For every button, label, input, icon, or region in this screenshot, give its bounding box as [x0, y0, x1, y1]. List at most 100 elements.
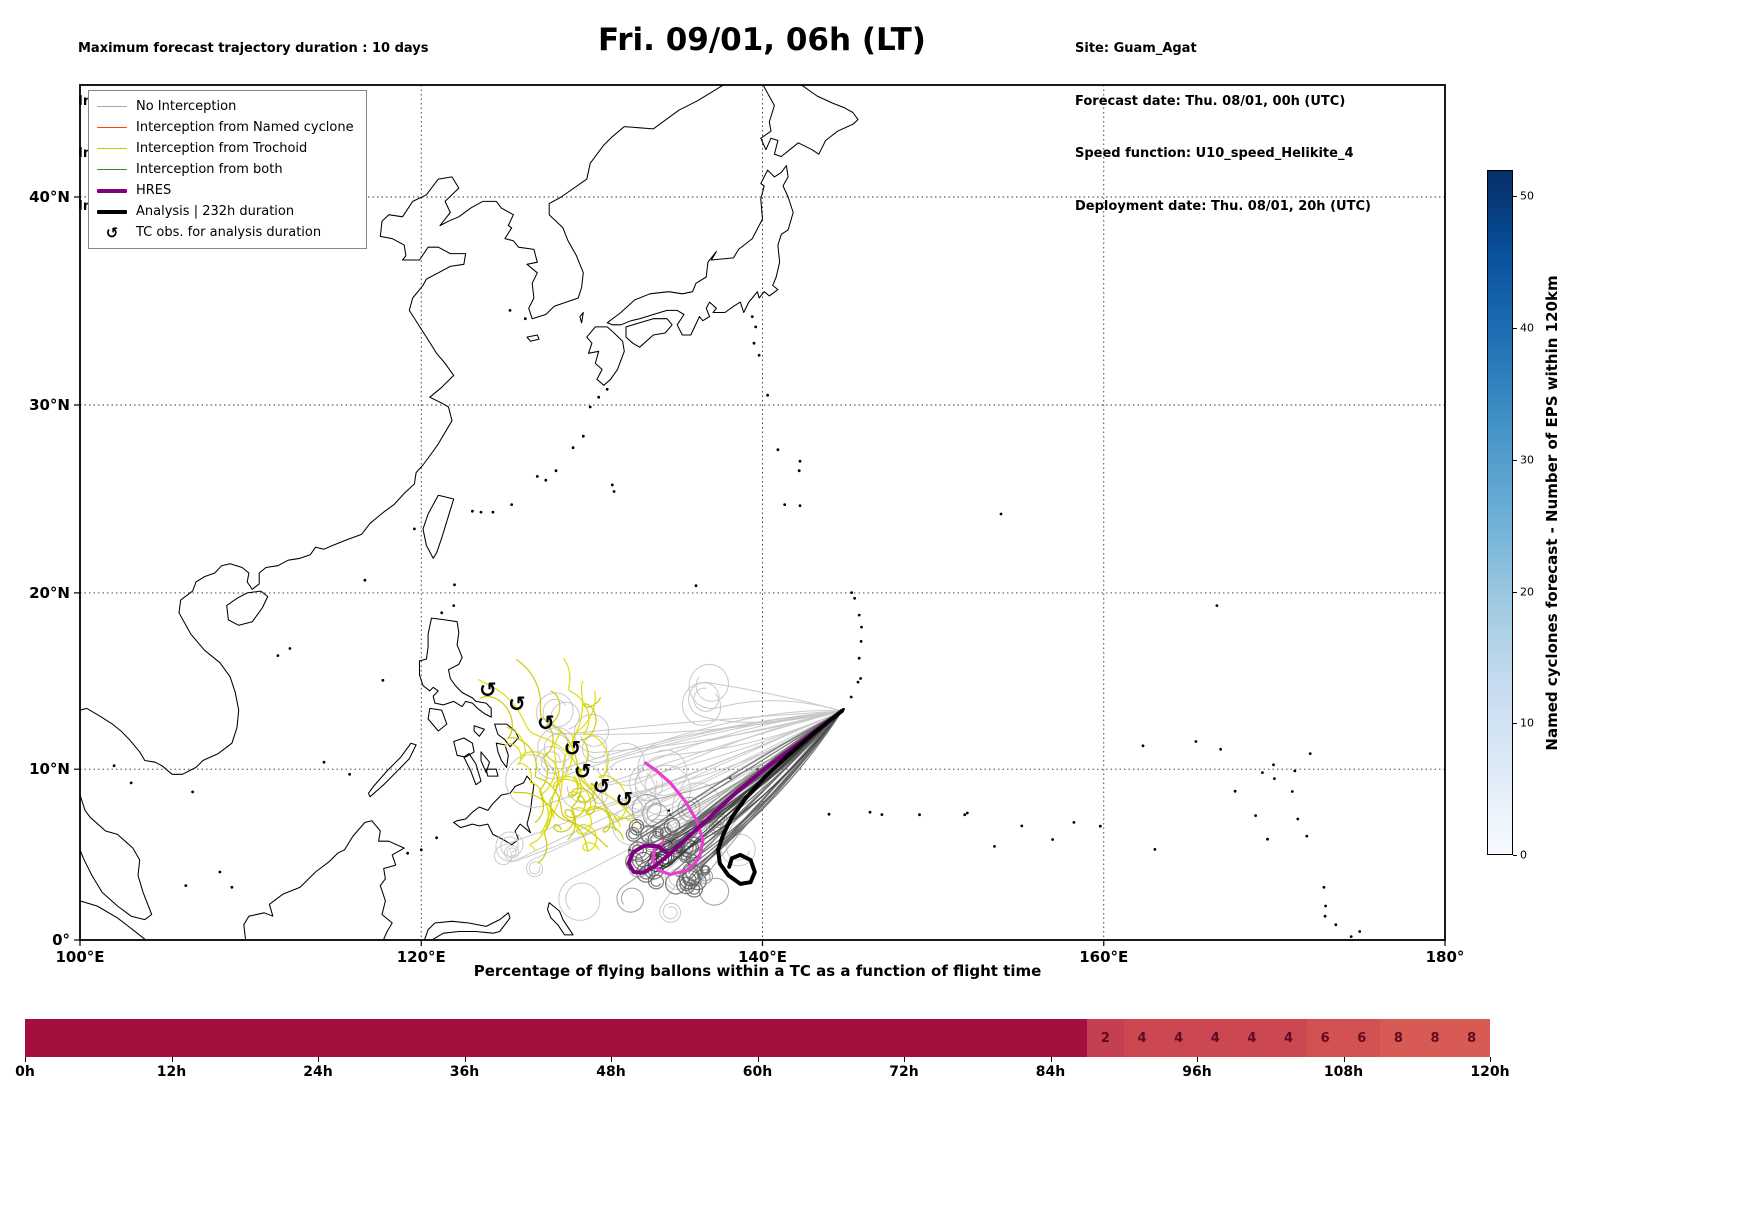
tc-symbol-icon: ↺ — [105, 223, 119, 242]
tc-bar-segment-value: 8 — [1430, 1030, 1440, 1046]
tc-obs-symbol: ↺ — [592, 774, 610, 798]
coastline — [463, 753, 482, 786]
trochoid-trajectory — [515, 659, 617, 831]
colorbar-tick-label: 0 — [1520, 848, 1527, 862]
island-dot — [857, 613, 861, 617]
bar-axis-tick-mark — [757, 1057, 759, 1062]
tc-bar-segment-value: 6 — [1320, 1030, 1330, 1046]
eps-trajectory — [537, 710, 843, 770]
island-dot — [918, 813, 921, 817]
config-line: Maximum forecast trajectory duration : 1… — [78, 41, 429, 56]
island-dot — [963, 813, 967, 817]
island-dot — [554, 469, 558, 473]
legend-line-swatch — [97, 105, 127, 108]
bar-axis-tick-mark — [1490, 1057, 1491, 1062]
island-dot — [440, 611, 444, 615]
tc-bar-segment-value: 2 — [1100, 1030, 1110, 1046]
island-dot — [857, 656, 861, 660]
legend-item: ↺ TC obs. for analysis duration — [97, 222, 354, 243]
bar-axis-tick-label: 84h — [1035, 1064, 1066, 1080]
tc-bar-segment-value: 4 — [1137, 1030, 1147, 1046]
island-dot — [1098, 824, 1102, 828]
island-dot — [1266, 837, 1269, 841]
island-dot — [381, 678, 385, 682]
trochoid-trajectory — [479, 695, 589, 852]
tc-bar-segment: 8 — [1380, 1019, 1417, 1057]
colorbar-tick-label: 10 — [1520, 716, 1534, 730]
eps-trajectory — [659, 710, 843, 923]
coastline — [243, 820, 405, 940]
legend-item: Interception from Named cyclone — [97, 117, 354, 138]
trochoid-trajectory — [534, 690, 561, 823]
coastline — [80, 85, 725, 775]
site-info-line: Speed function: U10_speed_Helikite_4 — [1075, 146, 1354, 161]
coastline — [424, 912, 511, 940]
legend-label: TC obs. for analysis duration — [136, 225, 322, 240]
bar-axis-tick-label: 60h — [742, 1064, 773, 1080]
legend-item: Interception from both — [97, 159, 354, 180]
island-dot — [1290, 790, 1294, 793]
legend-label: Interception from Trochoid — [136, 141, 308, 156]
tc-bar-segment: 8 — [1453, 1019, 1490, 1057]
site-info-block: Site: Guam_Agat Forecast date: Thu. 08/0… — [1075, 5, 1371, 250]
legend-line-swatch — [97, 188, 127, 193]
eps-trajectory — [526, 710, 843, 878]
island-dot — [610, 483, 614, 487]
tc-bar-segment: 6 — [1306, 1019, 1344, 1057]
island-dot — [348, 772, 351, 776]
island-dot — [1296, 817, 1300, 821]
site-info-line: Deployment date: Thu. 08/01, 20h (UTC) — [1075, 198, 1371, 214]
lat-tick-label: 20°N — [29, 583, 70, 602]
coastline — [80, 794, 153, 921]
coastline — [427, 707, 448, 732]
bar-axis-tick-label: 48h — [596, 1064, 626, 1080]
bar-axis-tick-label: 72h — [889, 1064, 919, 1080]
eps-trajectory — [605, 710, 843, 786]
colorbar-tick-mark — [1513, 591, 1517, 593]
lat-tick-label: 0° — [52, 931, 70, 949]
island-dot — [694, 584, 698, 588]
coastline — [606, 165, 794, 336]
eps-trajectory — [684, 710, 843, 898]
bar-axis-tick-label: 36h — [449, 1064, 480, 1080]
island-dot — [230, 885, 234, 889]
island-dot — [1219, 747, 1222, 751]
island-dot — [1254, 814, 1257, 817]
island-dot — [1324, 904, 1327, 908]
eps-trajectory — [664, 710, 843, 895]
lon-tick-label: 160°E — [1079, 948, 1129, 966]
colorbar-tick-mark — [1513, 855, 1517, 856]
bar-axis-tick-mark — [904, 1057, 905, 1062]
legend-line-swatch — [97, 168, 127, 171]
island-dot — [597, 395, 601, 399]
coastline — [422, 494, 455, 559]
island-dot — [1323, 914, 1327, 918]
legend-item: Interception from Trochoid — [97, 138, 354, 159]
island-dot — [798, 504, 802, 507]
island-dot — [479, 510, 483, 514]
legend-line-swatch — [97, 126, 127, 129]
island-dot — [535, 475, 539, 478]
tc-obs-symbol: ↺ — [479, 678, 497, 702]
tc-bar-segment: 4 — [1123, 1019, 1161, 1057]
colorbar-tick-mark — [1513, 459, 1517, 461]
legend-line-swatch — [97, 147, 127, 150]
island-dot — [184, 884, 188, 887]
colorbar-tick-label: 30 — [1520, 453, 1534, 467]
island-dot — [129, 781, 133, 785]
bar-axis-tick-mark — [1197, 1057, 1198, 1062]
map-legend: No Interception Interception from Named c… — [88, 90, 367, 249]
eps-trajectory — [681, 681, 843, 726]
island-dot — [363, 578, 367, 582]
tc-bar-segment: 4 — [1197, 1019, 1234, 1057]
coastline — [625, 318, 673, 348]
trochoid-trajectory — [570, 775, 624, 840]
island-dot — [435, 836, 438, 840]
bar-axis-tick-mark — [318, 1057, 319, 1062]
island-dot — [1272, 763, 1275, 767]
island-dot — [1194, 740, 1198, 743]
island-dot — [1233, 789, 1237, 793]
island-dot — [776, 448, 780, 452]
bar-axis-tick-mark — [464, 1057, 466, 1062]
